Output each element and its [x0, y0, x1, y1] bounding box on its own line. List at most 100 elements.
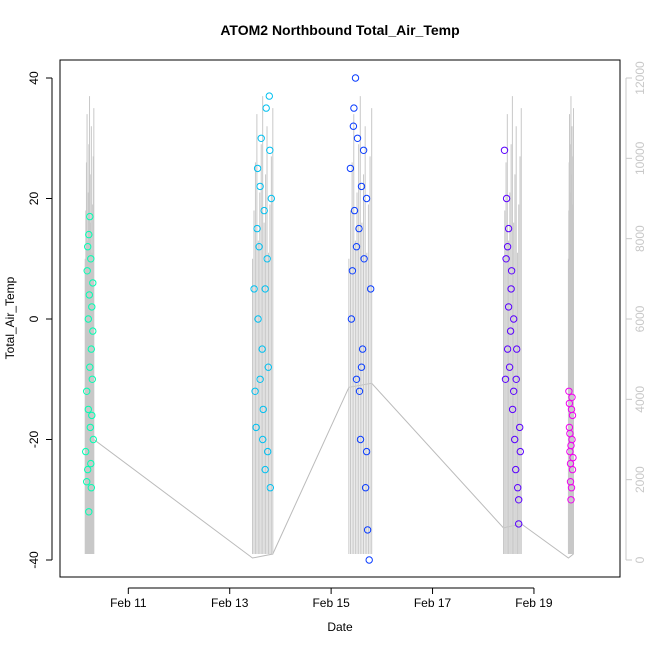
data-point	[89, 279, 97, 287]
data-point	[363, 526, 372, 534]
data-point	[84, 243, 92, 251]
data-point	[352, 375, 361, 383]
data-point	[565, 387, 573, 395]
data-point	[255, 243, 263, 251]
data-point	[365, 556, 373, 564]
data-point	[347, 315, 356, 323]
data-point	[86, 212, 94, 221]
y-tick-label: 20	[27, 192, 41, 206]
data-point	[259, 405, 267, 414]
data-point	[264, 447, 272, 456]
data-point	[516, 423, 524, 432]
data-point	[84, 315, 93, 323]
data-point	[88, 411, 96, 420]
data-point	[568, 411, 577, 420]
plot-frame	[59, 59, 621, 578]
data-point	[357, 363, 366, 371]
data-point	[361, 484, 370, 492]
data-point	[357, 182, 366, 191]
data-point	[258, 345, 266, 353]
data-point	[83, 387, 91, 395]
x-tick-label: Feb 17	[414, 596, 452, 610]
x-tick-label: Feb 11	[110, 596, 147, 610]
data-point	[502, 255, 510, 263]
data-point	[87, 459, 95, 468]
data-point	[362, 194, 371, 203]
data-point	[348, 267, 357, 275]
data-point	[501, 375, 510, 383]
data-point	[511, 435, 519, 444]
data-point	[567, 496, 575, 504]
data-point	[569, 453, 577, 462]
data-point	[503, 345, 512, 353]
data-point	[507, 267, 516, 275]
data-point	[508, 405, 517, 414]
trace-connector-line	[84, 382, 574, 559]
data-points	[82, 74, 577, 564]
data-point	[502, 194, 511, 203]
data-point	[356, 435, 365, 444]
data-point	[89, 435, 98, 444]
data-point	[515, 496, 523, 504]
data-point	[505, 363, 514, 371]
data-point	[254, 315, 262, 323]
data-point	[261, 465, 269, 474]
data-point	[512, 465, 520, 474]
data-point	[362, 447, 371, 456]
secondary-tick-label: 12000	[633, 61, 647, 95]
data-point	[85, 291, 94, 299]
data-point	[506, 327, 515, 335]
data-point	[87, 345, 96, 353]
data-point	[567, 441, 575, 450]
secondary-tick-label: 8000	[633, 225, 647, 252]
secondary-tick-label: 6000	[633, 305, 647, 332]
data-point	[266, 146, 274, 155]
secondary-tick-label: 2000	[633, 466, 647, 493]
data-point	[86, 363, 94, 371]
chart-title: ATOM2 Northbound Total_Air_Temp	[220, 22, 459, 38]
data-point	[503, 243, 512, 251]
data-point	[367, 285, 375, 293]
data-point	[350, 206, 359, 215]
data-point	[512, 375, 520, 383]
data-point	[358, 345, 367, 353]
data-point	[261, 285, 269, 293]
data-point	[88, 375, 97, 383]
data-point	[350, 104, 358, 112]
data-point	[507, 285, 515, 293]
data-point	[359, 146, 368, 155]
data-point	[84, 405, 93, 414]
data-point	[87, 484, 96, 492]
data-point	[355, 224, 363, 233]
x-tick-label: Feb 15	[312, 596, 350, 610]
data-point	[252, 423, 260, 432]
data-point	[568, 393, 576, 401]
data-point	[504, 224, 513, 233]
data-point	[260, 206, 268, 215]
x-tick-label: Feb 19	[515, 596, 553, 610]
data-point	[504, 303, 513, 311]
data-point	[256, 375, 264, 383]
data-point	[84, 465, 92, 474]
data-point	[251, 387, 259, 395]
data-point	[351, 74, 360, 82]
data-point	[88, 303, 96, 311]
data-point	[253, 164, 262, 173]
data-point	[500, 146, 509, 155]
data-point	[510, 315, 518, 323]
data-point	[250, 285, 258, 293]
data-point	[83, 267, 91, 275]
data-point	[85, 230, 93, 239]
data-point	[257, 134, 265, 143]
data-point	[349, 122, 358, 130]
data-point	[352, 243, 361, 251]
data-point	[82, 447, 90, 456]
data-point	[566, 429, 574, 438]
data-point	[514, 484, 522, 492]
y-tick-label: -40	[27, 551, 41, 569]
secondary-tick-label: 4000	[633, 386, 647, 413]
data-point	[355, 387, 364, 395]
data-point	[265, 92, 273, 100]
